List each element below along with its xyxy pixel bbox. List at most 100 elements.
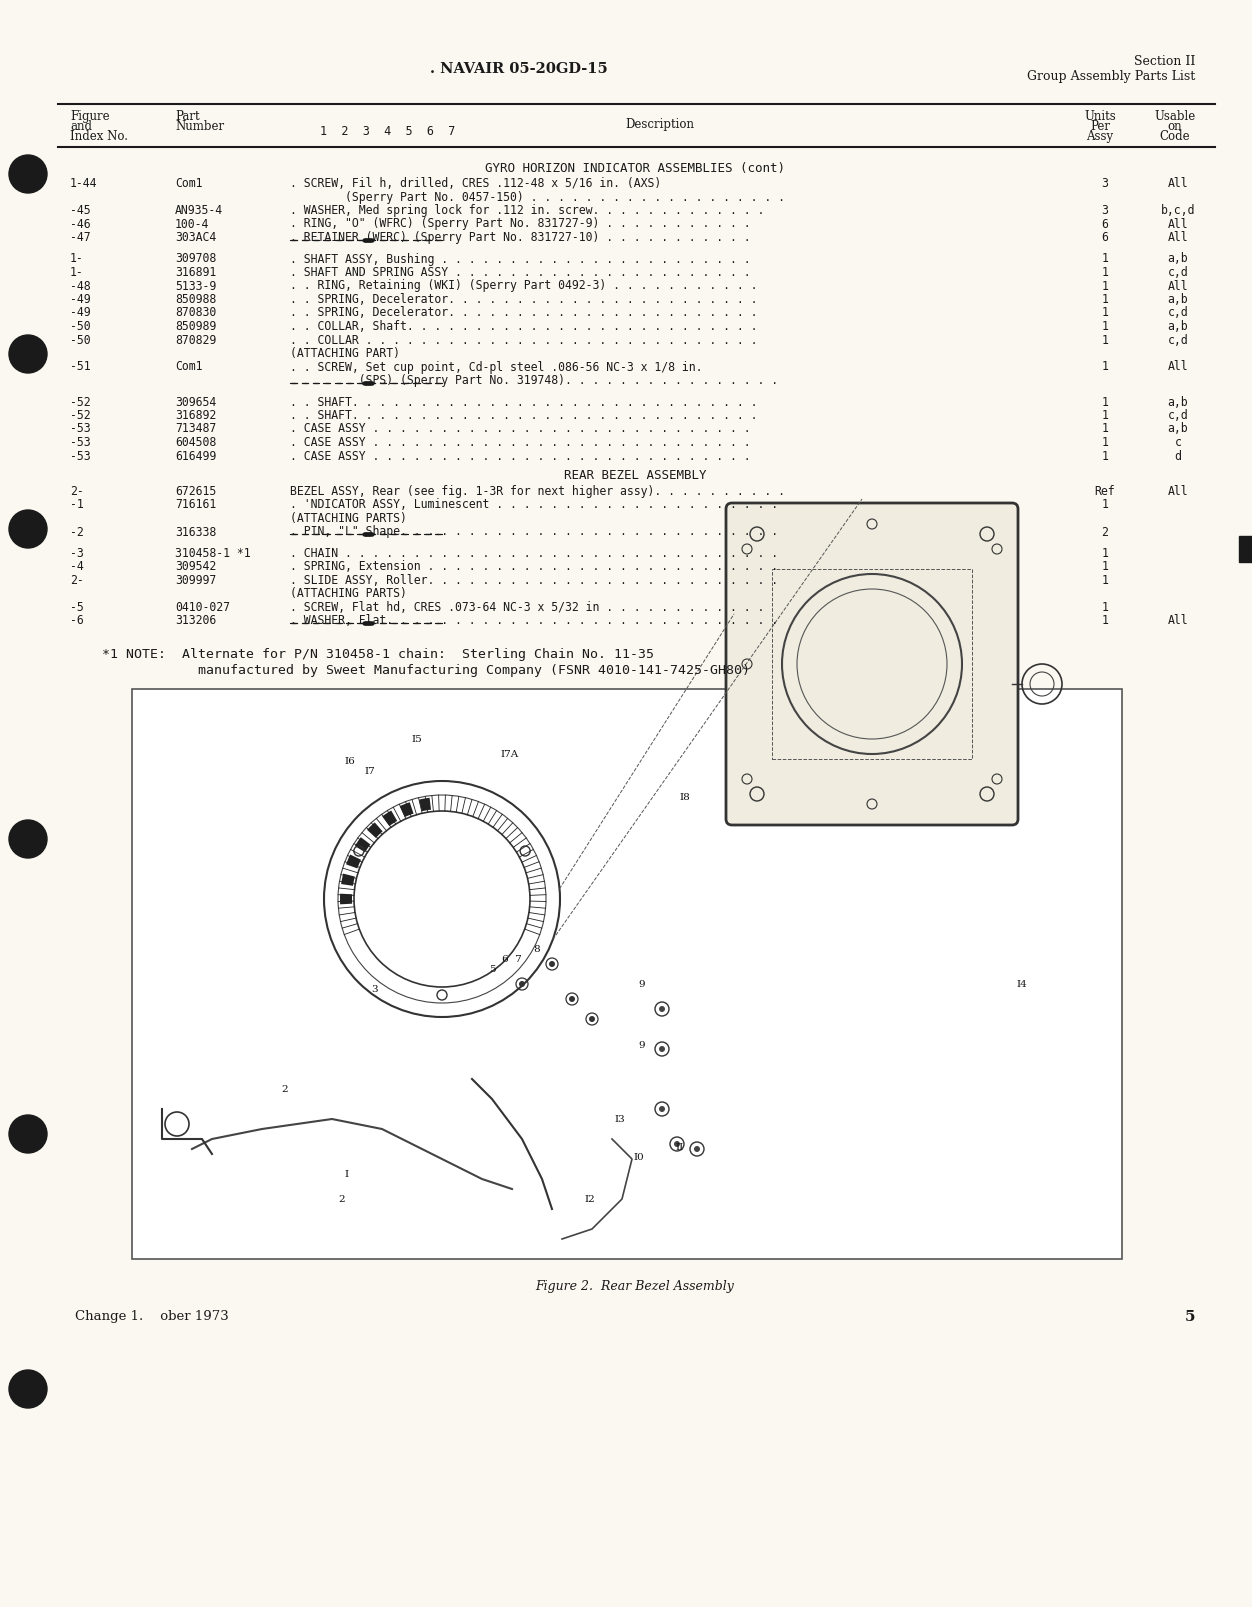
Text: -48: -48 [70,280,90,292]
Text: 3: 3 [372,985,378,993]
Text: . 'NDICATOR ASSY, Luminescent . . . . . . . . . . . . . . . . . . . . .: . 'NDICATOR ASSY, Luminescent . . . . . … [290,498,779,511]
Text: All: All [1168,280,1188,292]
Text: 1: 1 [1102,307,1108,320]
Text: -49: -49 [70,307,90,320]
Text: . . SHAFT. . . . . . . . . . . . . . . . . . . . . . . . . . . . . .: . . SHAFT. . . . . . . . . . . . . . . .… [290,395,757,408]
Text: a,b: a,b [1168,252,1188,265]
Text: 1: 1 [1102,320,1108,333]
Text: . . SPRING, Decelerator. . . . . . . . . . . . . . . . . . . . . . .: . . SPRING, Decelerator. . . . . . . . .… [290,307,757,320]
Text: c: c [1174,435,1182,448]
Text: a,b: a,b [1168,423,1188,435]
Text: . NAVAIR 05-20GD-15: . NAVAIR 05-20GD-15 [429,63,607,76]
Text: All: All [1168,231,1188,244]
Text: 6  7: 6 7 [502,955,522,964]
Text: 870829: 870829 [175,333,217,346]
Text: . SLIDE ASSY, Roller. . . . . . . . . . . . . . . . . . . . . . . . . .: . SLIDE ASSY, Roller. . . . . . . . . . … [290,574,779,587]
FancyBboxPatch shape [726,503,1018,826]
Text: . CASE ASSY . . . . . . . . . . . . . . . . . . . . . . . . . . . .: . CASE ASSY . . . . . . . . . . . . . . … [290,435,751,448]
Text: 0410-027: 0410-027 [175,601,230,614]
Text: (ATTACHING PART): (ATTACHING PART) [290,347,399,360]
Wedge shape [382,812,397,826]
Text: GYRO HORIZON INDICATOR ASSEMBLIES (cont): GYRO HORIZON INDICATOR ASSEMBLIES (cont) [485,162,785,175]
Text: 309997: 309997 [175,574,217,587]
Text: 1: 1 [1102,333,1108,346]
Text: c,d: c,d [1168,408,1188,421]
Text: 1: 1 [1102,561,1108,574]
Text: (ATTACHING PARTS): (ATTACHING PARTS) [290,511,407,524]
Text: (ATTACHING PARTS): (ATTACHING PARTS) [290,587,407,599]
Text: 313206: 313206 [175,614,217,627]
Circle shape [659,1006,665,1012]
Text: a,b: a,b [1168,292,1188,305]
Text: . . COLLAR . . . . . . . . . . . . . . . . . . . . . . . . . . . . .: . . COLLAR . . . . . . . . . . . . . . .… [290,333,757,346]
Text: -51: -51 [70,360,90,373]
Text: I0: I0 [634,1152,645,1162]
Circle shape [659,1106,665,1112]
Text: 316892: 316892 [175,408,217,421]
Text: . CASE ASSY . . . . . . . . . . . . . . . . . . . . . . . . . . . .: . CASE ASSY . . . . . . . . . . . . . . … [290,423,751,435]
Text: 713487: 713487 [175,423,217,435]
Text: Com1: Com1 [175,177,203,190]
Text: 2: 2 [1102,525,1108,538]
Text: . . SCREW, Set cup point, Cd-pl steel .086-56 NC-3 x 1/8 in.: . . SCREW, Set cup point, Cd-pl steel .0… [290,360,702,373]
Text: I4: I4 [1017,980,1028,988]
Text: -53: -53 [70,435,90,448]
Text: -46: -46 [70,217,90,230]
Text: -3: -3 [70,546,84,559]
Text: . SHAFT AND SPRING ASSY . . . . . . . . . . . . . . . . . . . . . .: . SHAFT AND SPRING ASSY . . . . . . . . … [290,265,751,280]
Text: Part: Part [175,109,199,122]
Text: c,d: c,d [1168,333,1188,346]
Text: I7A: I7A [501,750,520,759]
Text: on: on [1168,121,1182,133]
Text: 1: 1 [1102,395,1108,408]
Text: 5: 5 [488,964,496,974]
Text: 2-: 2- [70,485,84,498]
Text: 1-44: 1-44 [70,177,98,190]
Text: 716161: 716161 [175,498,217,511]
Text: Group Assembly Parts List: Group Assembly Parts List [1027,71,1194,84]
Text: . . SPRING, Decelerator. . . . . . . . . . . . . . . . . . . . . . .: . . SPRING, Decelerator. . . . . . . . .… [290,292,757,305]
Text: I3: I3 [615,1115,626,1123]
Text: Description: Description [626,117,695,130]
Circle shape [548,961,555,967]
Text: 2-: 2- [70,574,84,587]
Text: . . RING, Retaining (WKI) (Sperry Part 0492-3) . . . . . . . . . . .: . . RING, Retaining (WKI) (Sperry Part 0… [290,280,757,292]
Text: -52: -52 [70,395,90,408]
Circle shape [659,1046,665,1053]
Text: 6: 6 [1102,231,1108,244]
Text: -50: -50 [70,320,90,333]
Bar [131,689,1122,1260]
Text: . RETAINER (WFRC) (Sperry Part No. 831727-10) . . . . . . . . . . .: . RETAINER (WFRC) (Sperry Part No. 83172… [290,231,751,244]
Text: . . COLLAR, Shaft. . . . . . . . . . . . . . . . . . . . . . . . . .: . . COLLAR, Shaft. . . . . . . . . . . .… [290,320,757,333]
Text: Change 1.    ober 1973: Change 1. ober 1973 [75,1310,229,1323]
Text: 9: 9 [639,1040,645,1049]
Text: All: All [1168,485,1188,498]
Text: *1 NOTE:  Alternate for P/N 310458-1 chain:  Sterling Chain No. 11-35: *1 NOTE: Alternate for P/N 310458-1 chai… [101,648,654,660]
Text: 5: 5 [1184,1310,1194,1323]
Text: -1: -1 [70,498,84,511]
Text: Figure 2.  Rear Bezel Assembly: Figure 2. Rear Bezel Assembly [536,1279,735,1292]
Text: All: All [1168,360,1188,373]
Text: 316338: 316338 [175,525,217,538]
Text: (Sperry Part No. 0457-150) . . . . . . . . . . . . . . . . . . .: (Sperry Part No. 0457-150) . . . . . . .… [290,190,785,204]
Text: Code: Code [1159,130,1191,143]
Text: 6: 6 [1102,217,1108,230]
Wedge shape [419,799,431,812]
Text: 309542: 309542 [175,561,217,574]
Text: b,c,d: b,c,d [1161,204,1196,217]
Text: . RING, "O" (WFRC) (Sperry Part No. 831727-9) . . . . . . . . . . .: . RING, "O" (WFRC) (Sperry Part No. 8317… [290,217,751,230]
Text: I: I [346,1170,349,1180]
Text: 1: 1 [1102,435,1108,448]
Text: I6: I6 [344,757,356,767]
Text: 1: 1 [1102,280,1108,292]
Text: II: II [676,1143,684,1152]
Text: 316891: 316891 [175,265,217,280]
Text: -6: -6 [70,614,84,627]
Text: 309708: 309708 [175,252,217,265]
Text: -53: -53 [70,423,90,435]
Text: 1-: 1- [70,252,84,265]
Wedge shape [367,823,383,839]
Text: 1: 1 [1102,360,1108,373]
Text: Assy: Assy [1087,130,1113,143]
Text: 1: 1 [1102,498,1108,511]
